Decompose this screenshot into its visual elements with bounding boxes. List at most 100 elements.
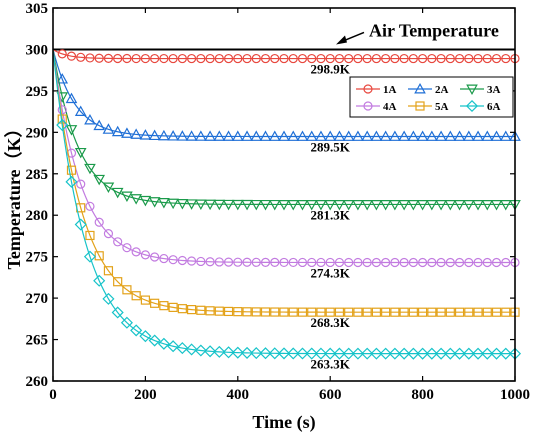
point-square [187,305,197,315]
point-diamond [499,347,512,360]
point-triangle-up [333,130,346,141]
point-triangle-up [426,130,438,141]
point-circle [325,257,335,268]
point-circle [491,53,502,64]
point-triangle-down [130,194,142,205]
point-circle [445,257,455,268]
point-circle [454,53,465,64]
point-triangle-up [65,92,78,104]
point-circle [168,255,178,265]
point-triangle-down [148,197,161,208]
point-circle [85,201,95,211]
point-circle [288,53,298,64]
point-square [214,306,224,316]
point-square [325,307,335,317]
point-circle [196,53,206,64]
series-5A [52,49,520,317]
point-triangle-up [56,73,69,84]
point-circle [159,53,169,64]
point-square [399,307,409,317]
point-triangle-down [195,199,207,211]
point-diamond [277,347,291,360]
point-circle [418,257,428,268]
point-diamond [222,346,235,359]
point-circle [482,53,492,64]
point-triangle-up [490,130,503,141]
point-circle [223,257,234,267]
point-circle [427,53,437,64]
point-triangle-down [287,199,300,211]
point-circle [362,53,372,64]
point-circle [94,53,104,63]
point-circle [325,53,335,64]
point-square [150,298,160,308]
legend-box [349,76,514,118]
point-triangle-up [268,130,281,141]
point-triangle-up [278,130,290,141]
point-circle [242,257,252,267]
point-square [307,307,317,317]
point-triangle-down [139,195,152,207]
point-triangle-up [93,119,106,131]
point-circle [76,179,86,189]
point-triangle-up [398,130,410,141]
point-square [223,306,234,317]
point-triangle-up [111,125,124,137]
point-square [233,307,243,317]
point-triangle-down [241,199,253,211]
x-tick-label: 1000 [500,387,530,403]
series-line [52,49,515,264]
point-diamond [444,347,457,360]
point-square [415,101,425,111]
point-square [122,285,132,295]
point-triangle-up [444,130,457,141]
point-diamond [351,347,364,360]
point-circle [362,257,372,268]
point-square [279,307,289,317]
point-circle [270,257,280,267]
point-diamond [379,347,392,360]
value-annotation: 263.3K [311,357,351,372]
value-annotation: 289.5K [311,139,351,154]
point-circle [76,52,86,62]
point-circle [334,53,345,64]
point-circle [131,53,141,64]
point-circle [464,257,474,268]
y-tick-label: 265 [26,333,49,349]
point-circle [177,53,187,64]
point-triangle-up [414,82,426,94]
point-diamond [435,347,448,360]
point-square [251,307,261,317]
point-diamond [93,274,106,287]
point-triangle-down [268,199,281,211]
point-circle [316,257,326,268]
x-tick-label: 200 [134,387,157,403]
point-triangle-down [315,200,327,211]
point-square [418,307,428,317]
point-square [177,304,187,314]
point-square [85,230,95,241]
point-square [473,307,483,317]
point-circle [177,255,187,266]
point-diamond [250,347,263,360]
air-temperature-label: Air Temperature [369,20,499,40]
point-diamond [231,346,244,359]
value-annotation: 298.9K [311,62,351,77]
point-triangle-down [93,174,106,186]
point-diamond [194,344,207,357]
point-triangle-up [121,127,133,138]
y-tick-label: 270 [26,291,49,307]
point-circle [408,257,418,268]
point-circle [445,53,455,64]
point-square [140,295,150,305]
point-diamond [65,175,78,188]
point-circle [260,53,271,64]
x-tick-label: 800 [411,387,434,403]
point-triangle-up [213,130,226,141]
point-square [260,307,271,317]
y-tick-label: 300 [26,42,49,58]
point-triangle-down [466,84,478,96]
point-triangle-down [84,163,96,175]
point-circle [57,49,67,59]
point-triangle-down [352,200,364,211]
